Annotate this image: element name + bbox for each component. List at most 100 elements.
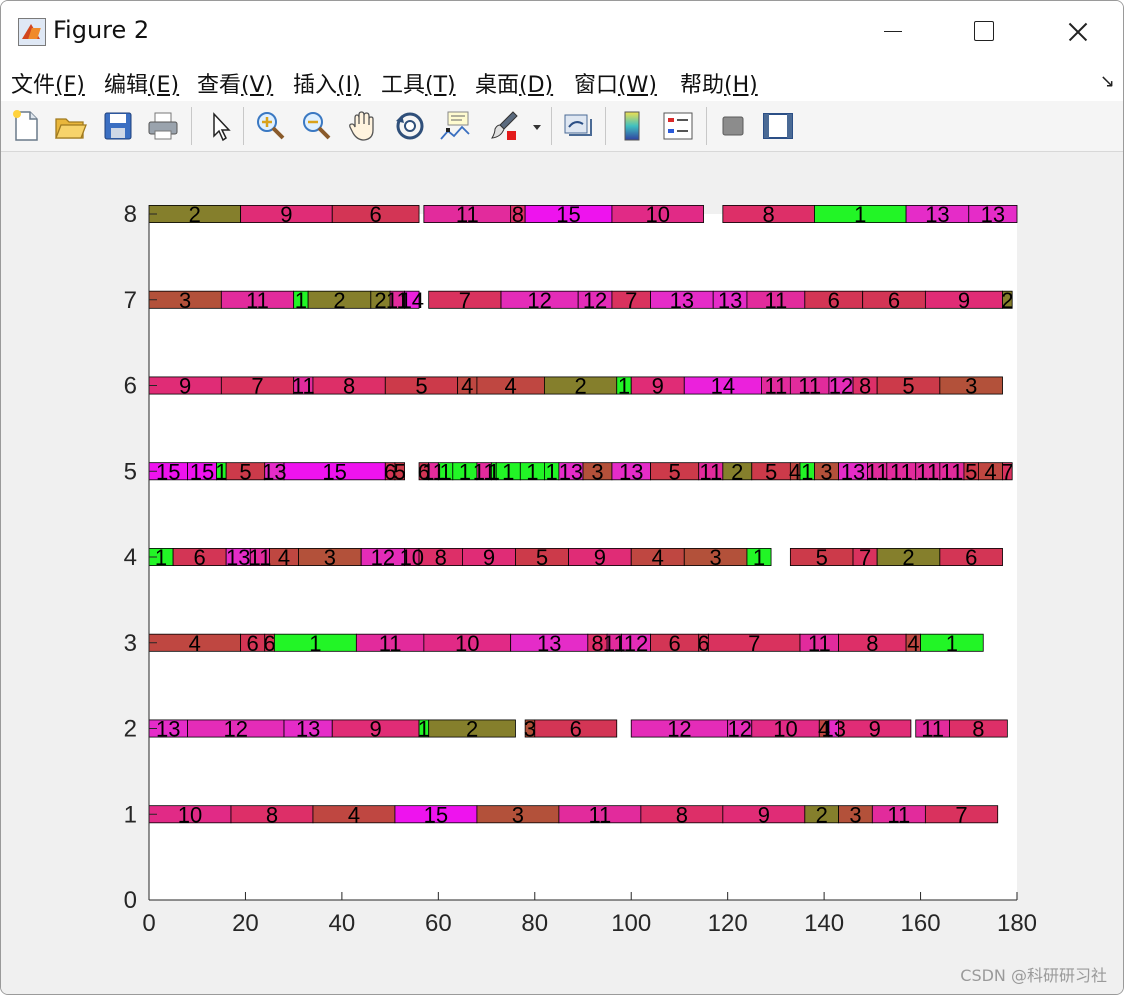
gantt-bar-label: 13 [670,288,694,313]
gantt-bar-label: 11 [386,288,409,313]
gantt-bar-label: 5 [668,459,680,484]
gantt-bar [428,719,516,738]
gantt-bar-label: 6 [418,459,430,484]
rotate-3d-icon[interactable] [393,109,427,143]
gantt-bar-label: 8 [763,202,775,227]
gantt-bar-label: 2 [1001,288,1013,313]
x-tick-label: 80 [521,910,548,937]
data-cursor-icon[interactable] [438,109,472,143]
gantt-bar-label: 11 [246,288,269,313]
gantt-bar-label: 13 [226,545,250,570]
gantt-bar-label: 14 [711,374,735,399]
gantt-bar-label: 7 [748,631,760,656]
new-figure-icon[interactable] [9,109,43,143]
gantt-bar-label: 3 [591,459,603,484]
gantt-bar-label: 11 [890,459,913,484]
x-tick-label: 160 [901,910,941,937]
gantt-bar-label: 1 [155,545,167,570]
figure-toolbar [1,101,1123,152]
gantt-bar-label: 13 [925,202,949,227]
gantt-bar-label: 3 [709,545,721,570]
y-tick-label: 5 [124,458,137,485]
gantt-bar [394,462,405,481]
menu-tools[interactable]: 工具(T) [381,67,456,99]
hide-plot-tools-icon[interactable] [716,109,750,143]
gantt-bar [924,805,999,824]
window-title: Figure 2 [53,16,150,44]
save-icon[interactable] [101,109,135,143]
brush-dropdown-icon[interactable] [529,109,545,143]
gantt-bar-label: 2 [466,717,478,742]
print-icon[interactable] [146,109,180,143]
gantt-bar-label: 3 [965,374,977,399]
gantt-bar-label: 9 [370,717,382,742]
menu-help[interactable]: 帮助(H) [680,67,758,99]
gantt-bar [939,376,1003,395]
matlab-logo-icon [18,18,46,46]
close-button[interactable] [1054,11,1100,51]
gantt-bar-label: 13 [841,459,865,484]
brush-icon[interactable] [487,109,521,143]
gantt-bar-label: 12 [667,717,691,742]
gantt-bar-label: 11 [422,459,445,484]
gantt-bar-label: 4 [907,631,919,656]
gantt-bar-label: 6 [965,545,977,570]
gantt-bar-label: 11 [798,374,821,399]
x-tick-label: 140 [804,910,844,937]
link-plot-icon[interactable] [561,109,595,143]
gantt-bar-label: 11 [456,202,479,227]
gantt-bar-label: 12 [829,374,853,399]
gantt-bar-label: 12 [624,631,648,656]
gantt-bar-label: 1 [618,374,630,399]
gantt-bar-label: 8 [866,631,878,656]
zoom-in-icon[interactable] [253,109,287,143]
gantt-bar-label: 7 [859,545,871,570]
gantt-bar-label: 6 [384,459,396,484]
gantt-bar-label: 9 [594,545,606,570]
gantt-bar-label: 2 [374,288,386,313]
gantt-bar-label: 1 [488,459,500,484]
toolbar-separator [605,107,606,145]
pan-hand-icon[interactable] [346,109,380,143]
y-tick-label: 4 [124,544,137,571]
x-tick-label: 180 [997,910,1037,937]
toolbar-separator [706,107,707,145]
minimize-button[interactable] [868,11,914,51]
menu-insert[interactable]: 插入(I) [293,67,361,99]
gantt-bar-label: 1 [418,717,430,742]
pointer-icon[interactable] [204,109,238,143]
menu-insert-label: 插入 [293,73,338,98]
menu-desktop[interactable]: 桌面(D) [475,67,553,99]
gantt-bar [949,719,1008,738]
gantt-bar-label: 11 [940,459,963,484]
gantt-bar-label: 7 [625,288,637,313]
dock-arrow-icon[interactable]: ↘ [1099,71,1115,92]
toolbar-separator [243,107,244,145]
gantt-chart[interactable]: 10 8 4 15 3 11 8 9 2 3 11 713 12 13 9 1 2 3 6 12 12 10 413 9 11 8… [1,152,1123,994]
zoom-out-icon[interactable] [299,109,333,143]
menu-window[interactable]: 窗口(W) [574,67,657,99]
legend-icon[interactable] [661,109,695,143]
gantt-bar-label: 7 [1001,459,1013,484]
gantt-bar-label: 11 [292,374,315,399]
gantt-bar-label: 6 [828,288,840,313]
menu-desktop-label: 桌面 [475,73,520,98]
menu-edit[interactable]: 编辑(E) [104,67,179,99]
gantt-bar-label: 1 [309,631,321,656]
open-folder-icon[interactable] [53,109,87,143]
gantt-bar-label: 11 [866,459,889,484]
colorbar-icon[interactable] [615,109,649,143]
gantt-bar-label: 4 [984,459,996,484]
menu-view-label: 查看 [197,73,242,98]
gantt-bar-label: 11 [603,631,626,656]
show-plot-tools-icon[interactable] [761,109,795,143]
gantt-bar-label: 11 [808,631,831,656]
gantt-bar-label: 6 [194,545,206,570]
gantt-bar-label: 9 [652,374,664,399]
gantt-bar-label: 8 [859,374,871,399]
y-tick-label: 1 [124,801,137,828]
maximize-button[interactable] [961,11,1007,51]
menu-file[interactable]: 文件(F) [11,67,85,99]
gantt-bar-label: 13 [537,631,561,656]
menu-view[interactable]: 查看(V) [197,67,273,99]
